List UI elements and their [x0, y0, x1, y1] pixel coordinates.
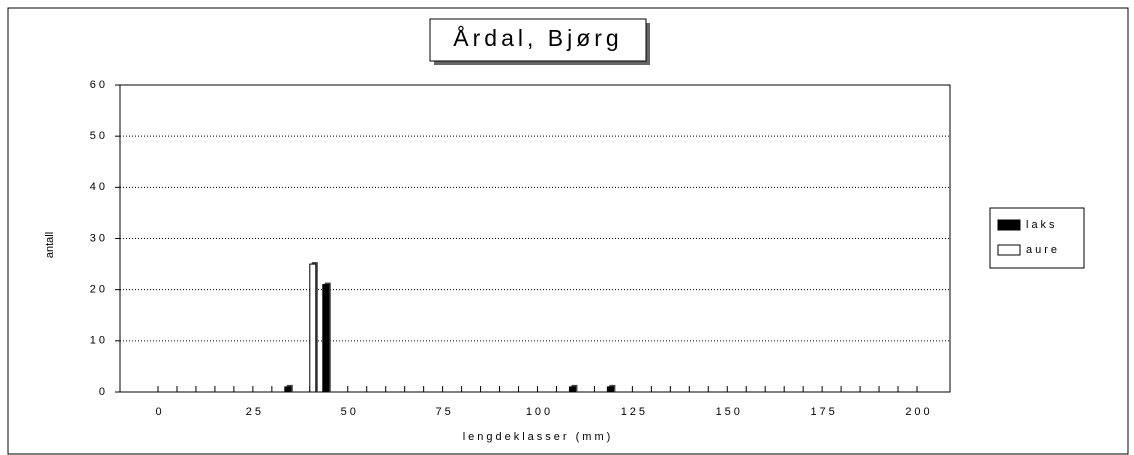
legend-swatch	[997, 219, 1021, 231]
y-tick-label: 30	[90, 232, 108, 244]
x-tick-label: 50	[341, 406, 359, 418]
y-tick-label: 20	[90, 284, 108, 296]
title-box	[429, 18, 647, 62]
y-tick-label: 60	[90, 79, 108, 91]
y-tick-label: 40	[90, 181, 108, 193]
x-tick-label: 175	[810, 406, 837, 418]
bar	[568, 386, 576, 393]
y-axis-label: antall	[44, 232, 56, 258]
frame	[7, 7, 1129, 455]
x-tick-label: 75	[436, 406, 454, 418]
x-tick-label: 0	[155, 406, 164, 418]
bar	[284, 386, 292, 393]
y-tick-label: 10	[90, 335, 108, 347]
bar	[309, 263, 317, 393]
legend-box	[989, 207, 1085, 269]
bar	[322, 284, 330, 393]
x-tick-label: 100	[526, 406, 553, 418]
y-tick-label: 50	[90, 130, 108, 142]
legend-label: laks	[1026, 219, 1058, 231]
legend-swatch	[997, 244, 1021, 256]
x-tick-label: 125	[621, 406, 648, 418]
x-tick-label: 25	[246, 406, 264, 418]
legend-label: aure	[1026, 244, 1060, 256]
x-tick-label: 200	[905, 406, 932, 418]
x-tick-label: 150	[716, 406, 743, 418]
x-axis-label: lengdeklasser (mm)	[463, 431, 614, 443]
chart-title: Årdal, Bjørg	[453, 24, 622, 51]
bar	[606, 386, 614, 393]
y-tick-label: 0	[99, 386, 108, 398]
